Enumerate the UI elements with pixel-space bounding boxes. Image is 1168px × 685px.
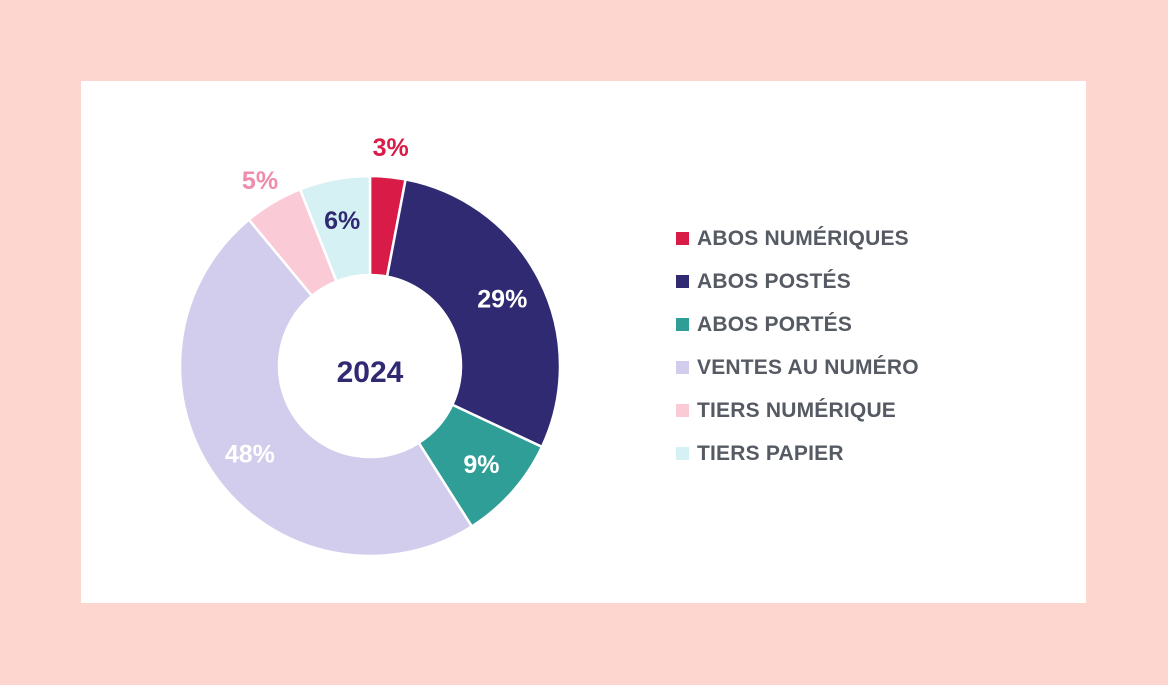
slice-value-label-abos-numeriques: 3% — [373, 134, 409, 162]
legend-label: TIERS PAPIER — [697, 441, 844, 465]
legend-label: ABOS NUMÉRIQUES — [697, 226, 909, 250]
slice-value-label-tiers-papier: 6% — [324, 207, 360, 235]
donut-slices — [178, 174, 562, 558]
legend-swatch — [676, 447, 689, 460]
donut-slice-abos-postes — [385, 177, 562, 449]
legend-swatch — [676, 404, 689, 417]
donut-slice-ventes-au-numero — [178, 217, 474, 558]
donut-slice-tiers-papier — [298, 174, 372, 284]
legend-label: VENTES AU NUMÉRO — [697, 355, 919, 379]
slice-value-label-ventes-au-numero: 48% — [225, 440, 275, 468]
donut-chart: 3% 29% 9% 48% 5% 6% 2024 — [178, 134, 562, 558]
legend-item-abos-portes: ABOS PORTÉS — [676, 303, 919, 346]
chart-legend: ABOS NUMÉRIQUES ABOS POSTÉS ABOS PORTÉS VEN… — [676, 217, 919, 475]
legend-swatch — [676, 361, 689, 374]
legend-swatch — [676, 318, 689, 331]
center-year-label: 2024 — [337, 356, 404, 389]
legend-label: ABOS POSTÉS — [697, 269, 851, 293]
legend-item-tiers-papier: TIERS PAPIER — [676, 432, 919, 475]
legend-item-tiers-numerique: TIERS NUMÉRIQUE — [676, 389, 919, 432]
slice-value-label-tiers-numerique: 5% — [242, 167, 278, 195]
legend-item-abos-postes: ABOS POSTÉS — [676, 260, 919, 303]
slice-value-label-abos-portes: 9% — [463, 451, 499, 479]
chart-card: 3% 29% 9% 48% 5% 6% 2024 ABOS NUMÉRIQUES ABOS … — [81, 81, 1086, 603]
legend-label: ABOS PORTÉS — [697, 312, 853, 336]
legend-label: TIERS NUMÉRIQUE — [697, 398, 897, 422]
legend-item-abos-numeriques: ABOS NUMÉRIQUES — [676, 217, 919, 260]
slice-value-label-abos-postes: 29% — [477, 286, 527, 314]
legend-swatch — [676, 275, 689, 288]
legend-swatch — [676, 232, 689, 245]
legend-item-ventes-au-numero: VENTES AU NUMÉRO — [676, 346, 919, 389]
donut-value-labels: 3% 29% 9% 48% 5% 6% — [225, 134, 527, 479]
